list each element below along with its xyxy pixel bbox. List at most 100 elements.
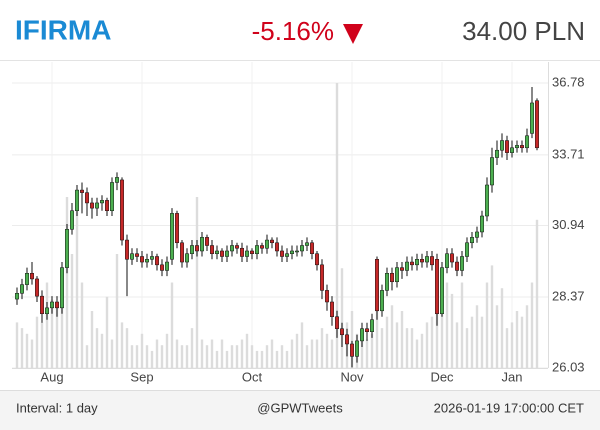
volume-bar [330, 339, 334, 368]
y-tick-label: 26.03 [552, 359, 585, 374]
y-tick-label: 28.37 [552, 288, 585, 303]
volume-bar [275, 350, 279, 368]
volume-bar [165, 333, 169, 368]
candle-body [355, 340, 359, 357]
candle-body [15, 293, 19, 300]
candle-body [290, 250, 294, 254]
candle-body [90, 202, 94, 209]
candle-body [345, 334, 349, 345]
candle-body [240, 247, 244, 257]
volume-bar [260, 350, 264, 368]
candle-body [145, 259, 149, 263]
candle-body [325, 290, 329, 303]
volume-bar [175, 339, 179, 368]
x-tick-label: Jan [502, 369, 523, 384]
volume-bar [65, 197, 69, 368]
volume-bar [295, 333, 299, 368]
volume-bar [460, 282, 464, 368]
candle-body [385, 273, 389, 291]
volume-bar [80, 282, 84, 368]
volume-bar [195, 197, 199, 368]
candle-body [390, 273, 394, 283]
candle-body [120, 179, 124, 241]
footer-background [0, 390, 600, 430]
volume-bar [450, 293, 454, 368]
candle-body [20, 284, 24, 294]
candle-body [365, 328, 369, 333]
volume-bar [60, 282, 64, 368]
candle-body [425, 256, 429, 263]
volume-bar [125, 328, 129, 368]
source: @GPWTweets [257, 400, 343, 415]
candle-body [135, 253, 139, 257]
volume-bar [265, 345, 269, 368]
candle-body [55, 301, 59, 309]
volume-bar [335, 83, 339, 368]
volume-bar [425, 322, 429, 368]
volume-bar [35, 316, 39, 368]
candle-body [280, 250, 284, 257]
candle-body [515, 145, 519, 149]
candle-body [465, 242, 469, 257]
volume-bar [270, 339, 274, 368]
volume-bar [105, 296, 109, 368]
candle-body [340, 328, 344, 336]
volume-bar [30, 339, 34, 368]
timestamp: 2026-01-19 17:00:00 CET [434, 400, 584, 415]
volume-bar [375, 282, 379, 368]
candle-body [190, 245, 194, 254]
volume-bar [45, 282, 49, 368]
volume-bar [115, 254, 119, 368]
volume-bar [380, 328, 384, 368]
x-tick-label: Sep [130, 369, 153, 384]
candle-body [370, 319, 374, 333]
candle-body [415, 259, 419, 266]
candle-body [100, 200, 104, 204]
candle-body [220, 250, 224, 257]
candle-body [210, 245, 214, 254]
volume-bar [145, 345, 149, 368]
volume-bar [155, 339, 159, 368]
candle-body [520, 145, 524, 149]
volume-bar [400, 311, 404, 368]
candle-body [200, 237, 204, 252]
candle-body [405, 261, 409, 271]
volume-bar [75, 191, 79, 368]
candle-body [380, 290, 384, 312]
candle-body [310, 242, 314, 254]
candle-body [350, 343, 354, 357]
volume-bar [500, 288, 504, 368]
volume-bar [415, 339, 419, 368]
volume-bar [180, 345, 184, 368]
candle-body [530, 102, 534, 134]
volume-bar [15, 322, 19, 368]
candle-body [460, 256, 464, 271]
volume-bar [100, 333, 104, 368]
candle-body [445, 253, 449, 268]
volume-bar [25, 333, 29, 368]
y-tick-label: 30.94 [552, 217, 585, 232]
candle-body [175, 213, 179, 244]
candle-body [245, 250, 249, 257]
candle-body [495, 149, 499, 158]
volume-bar [315, 339, 319, 368]
volume-bar [340, 268, 344, 368]
candle-body [40, 295, 44, 315]
volume-bar [140, 333, 144, 368]
chart-title: IFIRMA [15, 14, 111, 45]
candle-body [160, 264, 164, 271]
candle-body [185, 253, 189, 263]
candle-body [80, 189, 84, 193]
volume-bar [435, 305, 439, 368]
volume-bar [480, 316, 484, 368]
volume-bar [225, 350, 229, 368]
volume-bar [255, 350, 259, 368]
volume-bar [445, 282, 449, 368]
volume-bar [245, 333, 249, 368]
candle-body [230, 245, 234, 252]
candle-body [270, 239, 274, 244]
volume-bar [290, 339, 294, 368]
candle-body [260, 245, 264, 249]
